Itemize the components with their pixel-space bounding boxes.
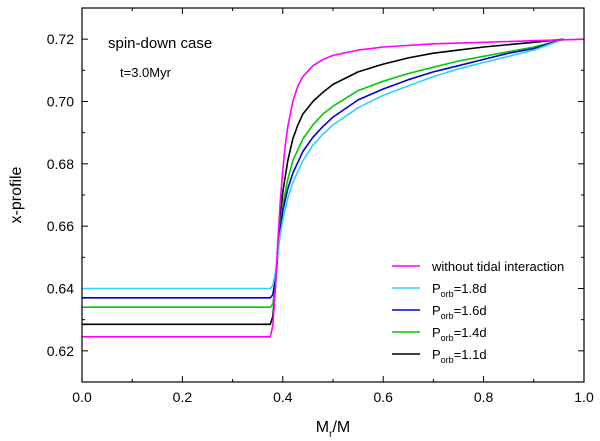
legend-label-tail: =1.6d (454, 303, 487, 318)
legend-label-main: without tidal interaction (431, 259, 564, 274)
y-axis-title: x-profile (8, 166, 25, 223)
legend-label-main: P (432, 281, 441, 296)
legend-label: Porb=1.8d (432, 281, 487, 299)
x-tick-label: 0.2 (173, 389, 193, 405)
plot-frame (81, 7, 585, 383)
x-tick-label: 0.6 (373, 389, 393, 405)
x-tick-label: 1.0 (574, 389, 594, 405)
x-tick-label: 0.8 (474, 389, 494, 405)
annotation-time: t=3.0Myr (120, 65, 172, 80)
annotation-case: spin-down case (108, 35, 212, 52)
x-axis-title-sub: r (329, 429, 333, 440)
legend-label-tail: =1.4d (454, 325, 487, 340)
legend-label-sub: orb (441, 311, 454, 321)
series-line (82, 38, 564, 326)
x-axis-title-main: M (316, 419, 329, 436)
legend-label: Porb=1.1d (432, 347, 487, 365)
legend-label-main: P (432, 347, 441, 362)
series-line (82, 38, 585, 338)
legend-label: without tidal interaction (431, 259, 564, 274)
legend-label-main: P (432, 303, 441, 318)
y-tick-label: 0.72 (47, 31, 74, 47)
legend-label-sub: orb (441, 333, 454, 343)
x-tick-label: 0.0 (72, 389, 92, 405)
y-tick-label: 0.66 (47, 218, 74, 234)
legend-label-main: P (432, 325, 441, 340)
legend-label: Porb=1.6d (432, 303, 487, 321)
legend-label-tail: =1.8d (454, 281, 487, 296)
y-tick-label: 0.64 (47, 281, 74, 297)
x-axis-title: Mr/M (316, 419, 350, 440)
legend: without tidal interactionPorb=1.8dPorb=1… (392, 259, 564, 365)
y-tick-label: 0.70 (47, 94, 74, 110)
legend-label-sub: orb (441, 355, 454, 365)
x-axis-title-tail: /M (332, 419, 350, 436)
x-tick-label: 0.4 (273, 389, 293, 405)
y-tick-label: 0.62 (47, 343, 74, 359)
y-tick-label: 0.68 (47, 156, 74, 172)
legend-label: Porb=1.4d (432, 325, 487, 343)
legend-label-tail: =1.1d (454, 347, 487, 362)
series-layer (82, 38, 585, 338)
ticks-layer: 0.0 0.2 0.4 0.6 0.8 1.0 0.62 0.64 0.66 0.68 0.70 0.… (47, 7, 594, 405)
legend-label-sub: orb (441, 289, 454, 299)
